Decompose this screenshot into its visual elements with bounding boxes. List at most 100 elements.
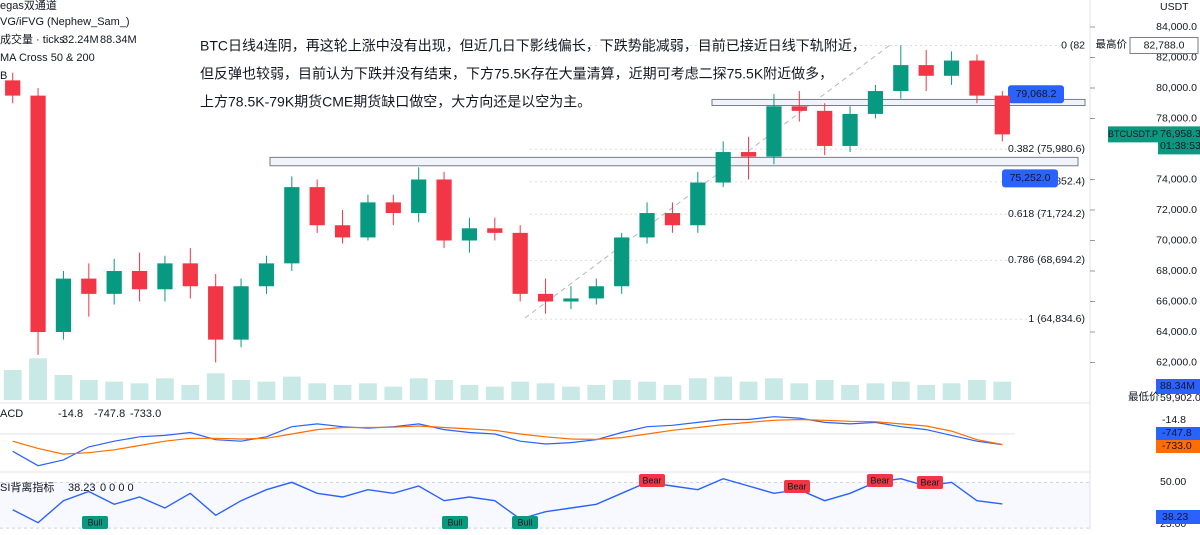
signal-line — [12, 418, 1003, 455]
volume-bar — [739, 381, 758, 400]
macd-tag-label: -747.8 — [1162, 427, 1192, 439]
volume-bar — [511, 381, 530, 400]
macd-value: -14.8 — [58, 408, 83, 420]
symbol-tag — [1108, 126, 1158, 143]
signal-label: Bear — [870, 475, 889, 485]
volume-bar — [156, 378, 174, 400]
rsi-line — [12, 477, 1003, 524]
zone-tag-label: 79,068.2 — [1016, 88, 1057, 100]
volume-bar — [435, 380, 453, 400]
volume-bar — [79, 380, 98, 400]
candle-body — [411, 179, 427, 214]
volume-bar — [891, 381, 910, 400]
candle-body — [563, 298, 579, 302]
zone-tag — [1008, 85, 1064, 104]
annotation: 上方78.5K-79K期货CME期货缺口做空，大方向还是以空为主。 — [200, 94, 591, 110]
candle-body — [436, 179, 452, 241]
fib-label: 0 (82 — [1061, 39, 1085, 51]
volume-bar — [460, 385, 479, 400]
candle-body — [817, 110, 833, 146]
volume-bar — [790, 383, 809, 400]
signal-label: Bull — [87, 517, 102, 527]
signal-tag — [639, 474, 665, 487]
macd-tag-label: -733.0 — [1162, 440, 1192, 452]
high-tag-label: 82,788.0 — [1144, 39, 1185, 51]
candle-body — [994, 95, 1010, 135]
legend-item: VG/iFVG (Nephew_Sam_) — [0, 16, 130, 28]
signal-label: Bull — [447, 517, 462, 527]
signal-label: Bear — [642, 475, 661, 485]
macd-label: ACD — [0, 408, 23, 420]
y-tick-label: 78,000.0 — [1156, 112, 1197, 124]
volume-bar — [485, 386, 504, 400]
candle-body — [55, 278, 72, 332]
low-tag-label: 59,902.0 — [1160, 392, 1200, 404]
signal-tag — [784, 480, 810, 493]
volume-bar — [688, 378, 707, 400]
candle-body — [893, 65, 909, 92]
rsi-tag — [1156, 510, 1200, 524]
candle-body — [791, 106, 807, 111]
candle-body — [309, 187, 325, 226]
candle-body — [81, 278, 97, 294]
annotation: BTC日线4连阴，再这轮上涨中没有出现，但近几日下影线偏长，下跌势能减弱，目前已… — [200, 38, 866, 54]
macd-value: -733.0 — [130, 408, 161, 420]
volume-bar — [536, 383, 555, 400]
volume-bar — [384, 386, 403, 400]
annotation: 但反弹也较弱，目前认为下跌并没有结束，下方75.5K存在大量清算，近期可考虑二探… — [200, 66, 833, 82]
volume-bar — [181, 385, 200, 400]
volume-bar — [105, 381, 124, 400]
signal-label: Bear — [787, 481, 806, 491]
y-tick-label: 80,000.0 — [1156, 82, 1197, 94]
legend-item: B — [0, 70, 7, 82]
volume-bar — [714, 376, 733, 400]
candle-body — [842, 113, 858, 146]
rsi-value: 38.23 — [68, 482, 96, 494]
rsi-zeros: 0 0 0 0 — [100, 482, 134, 494]
candle-body — [639, 213, 655, 238]
candle-body — [106, 270, 122, 294]
currency: USDT — [1160, 1, 1189, 13]
macd-tag-label: -14.8 — [1162, 414, 1186, 426]
volume-bar — [308, 383, 327, 400]
fib-label: 0.382 (75,980.6) — [1008, 143, 1085, 155]
y-tick-label: 64,000.0 — [1156, 326, 1197, 338]
candle-body — [5, 80, 21, 96]
y-tick-label: 70,000.0 — [1156, 234, 1197, 246]
rsi-tag-label: 38.23 — [1162, 511, 1188, 523]
candle-body — [182, 263, 198, 287]
volume-bar — [257, 381, 276, 400]
last-tag — [1158, 126, 1200, 155]
candle-body — [461, 228, 478, 241]
legend-item: egas双通道 — [0, 0, 57, 12]
candle-body — [614, 237, 630, 287]
trend-line — [524, 44, 891, 319]
legend-item: 88.34M — [100, 34, 137, 46]
y-tick-label: 82,000.0 — [1156, 51, 1197, 63]
y-tick-label: 66,000.0 — [1156, 295, 1197, 307]
volume-bar — [232, 380, 250, 400]
rsi-label: SI背离指标 — [0, 480, 54, 494]
fib-label: 1 (64,834.6) — [1028, 313, 1085, 325]
countdown: 01:38:53 — [1160, 140, 1200, 152]
y-tick-label: 62,000.0 — [1156, 356, 1197, 368]
y-tick-label: 74,000.0 — [1156, 173, 1197, 185]
legend-item: MA Cross 50 & 200 — [0, 52, 95, 64]
signal-tag — [867, 474, 893, 487]
y-tick-label: 84,000.0 — [1156, 21, 1197, 33]
macd-tag — [1156, 427, 1200, 440]
rsi-tick-label: 50.00 — [1160, 476, 1186, 488]
candle-body — [537, 293, 554, 302]
volume-bar — [359, 383, 377, 400]
signal-tag — [512, 516, 538, 529]
volume-bar — [587, 385, 606, 400]
zone-tag — [1002, 169, 1058, 188]
volume-bar — [917, 385, 936, 400]
signal-tag — [917, 476, 943, 489]
candle-body — [867, 91, 884, 114]
rsi-band — [0, 482, 1090, 529]
volume-bar — [409, 378, 428, 400]
candle-body — [740, 152, 757, 157]
volume-bar — [612, 380, 631, 400]
